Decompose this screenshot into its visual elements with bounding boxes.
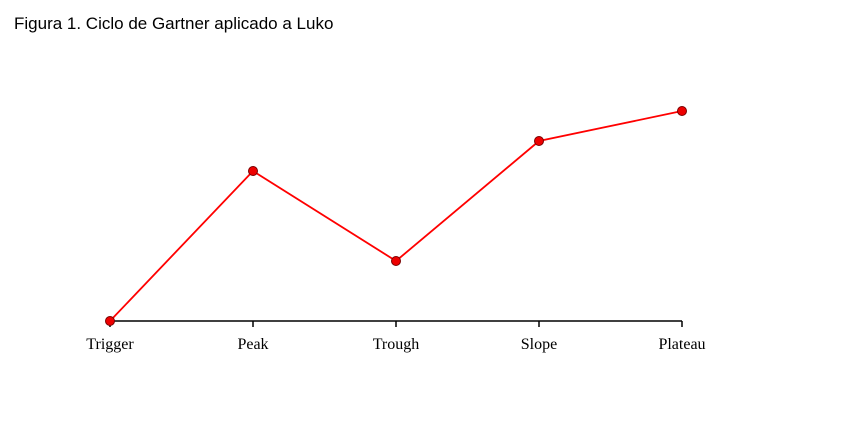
series-line [109,110,683,322]
chart-title: Figura 1. Ciclo de Gartner aplicado a Lu… [14,14,334,33]
x-tick-label-trigger: Trigger [86,336,134,353]
data-point-trigger [105,316,115,326]
x-tick-label-peak: Peak [237,336,268,353]
data-points [105,106,687,326]
data-point-plateau [677,106,687,116]
x-tick-label-slope: Slope [521,336,557,353]
x-tick-labels: Trigger Peak Trough Slope Plateau [86,336,705,353]
data-point-trough [391,256,401,266]
x-ticks [109,321,683,327]
x-tick-label-trough: Trough [373,336,420,353]
data-point-peak [248,166,258,176]
x-tick-label-plateau: Plateau [658,336,705,353]
data-point-slope [534,136,544,146]
